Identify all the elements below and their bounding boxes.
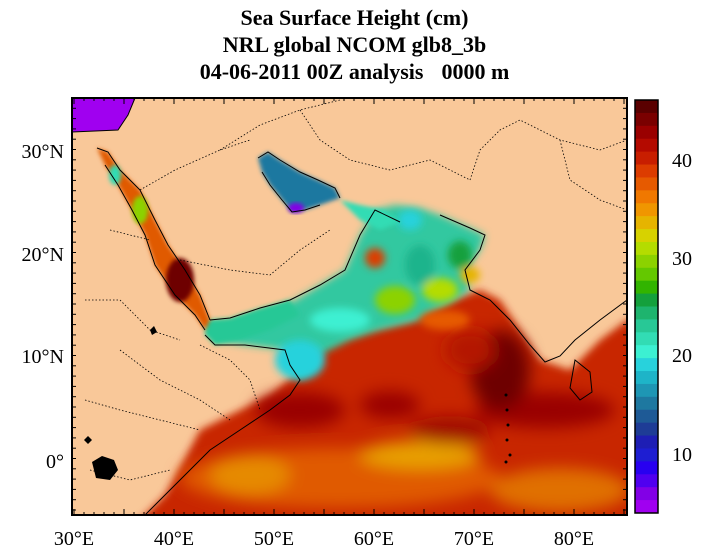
analysis-date: 04-06-2011 00Z analysis [199, 59, 424, 84]
colorbar-cell [635, 358, 658, 372]
analysis-subtitle: 04-06-2011 00Z analysis 0000 m [0, 58, 709, 85]
colorbar-cell [635, 319, 658, 333]
country-borders [84, 99, 627, 481]
colorbar-cell [635, 216, 658, 230]
colorbar-cell [635, 422, 658, 437]
colorbar-cell [635, 177, 658, 191]
colorbar-cell [635, 229, 658, 243]
colorbar-cell [635, 371, 658, 385]
colorbar-cell [635, 138, 658, 153]
colorbar-label: 20 [672, 345, 692, 367]
map-title: Sea Surface Height (cm) [240, 5, 469, 30]
colorbar-cell [635, 448, 658, 462]
colorbar: 40 30 20 10 [634, 99, 692, 514]
colorbar-cell [635, 100, 658, 114]
colorbar-cell [635, 190, 658, 204]
colorbar-label: 30 [672, 248, 692, 270]
x-tick-label: 60°E [354, 528, 394, 550]
colorbar-cell [635, 164, 658, 178]
colorbar-cell [635, 396, 658, 411]
islands [504, 393, 512, 464]
model-subtitle: NRL global NCOM glb8_3b [222, 32, 487, 57]
y-axis-labels: 30°N 20°N 10°N 0° [22, 141, 64, 473]
x-tick-label: 40°E [154, 528, 194, 550]
colorbar-cell [635, 474, 658, 488]
y-tick-label: 20°N [22, 244, 64, 266]
x-tick-label: 70°E [454, 528, 494, 550]
colorbar-cell [635, 203, 658, 217]
lakes [84, 326, 157, 480]
x-tick-label: 30°E [54, 528, 94, 550]
colorbar-cell [635, 345, 658, 359]
colorbar-cell [635, 487, 658, 501]
colorbar-label: 40 [672, 150, 692, 172]
colorbar-cell [635, 125, 658, 140]
colorbar-cell [635, 435, 658, 449]
colorbar-cell [635, 112, 658, 127]
colorbar-cell [635, 409, 658, 424]
x-tick-label: 50°E [254, 528, 294, 550]
colorbar-cell [635, 500, 658, 514]
analysis-depth: 0000 m [441, 59, 510, 84]
colorbar-cell [635, 383, 658, 398]
y-tick-label: 0° [46, 451, 64, 473]
ocean-field [72, 98, 627, 515]
colorbar-cell [635, 267, 658, 282]
colorbar-cell [635, 241, 658, 256]
x-tick-label: 80°E [554, 528, 594, 550]
map-frame [71, 97, 628, 516]
colorbar-cell [635, 293, 658, 307]
y-tick-label: 30°N [22, 141, 64, 163]
colorbar-cell [635, 280, 658, 295]
colorbar-cell [635, 332, 658, 346]
colorbar-cell [635, 151, 658, 166]
colorbar-cell [635, 306, 658, 320]
colorbar-label: 10 [672, 444, 692, 466]
colorbar-cell [635, 461, 658, 475]
y-tick-label: 10°N [22, 346, 64, 368]
x-axis-labels: 30°E 40°E 50°E 60°E 70°E 80°E [54, 528, 594, 550]
frame-ticks [72, 97, 627, 515]
coastlines [72, 98, 627, 515]
colorbar-cell [635, 254, 658, 269]
map-panel [72, 98, 627, 515]
colorbar-frame [634, 99, 659, 514]
colorbar-cells [635, 100, 658, 514]
